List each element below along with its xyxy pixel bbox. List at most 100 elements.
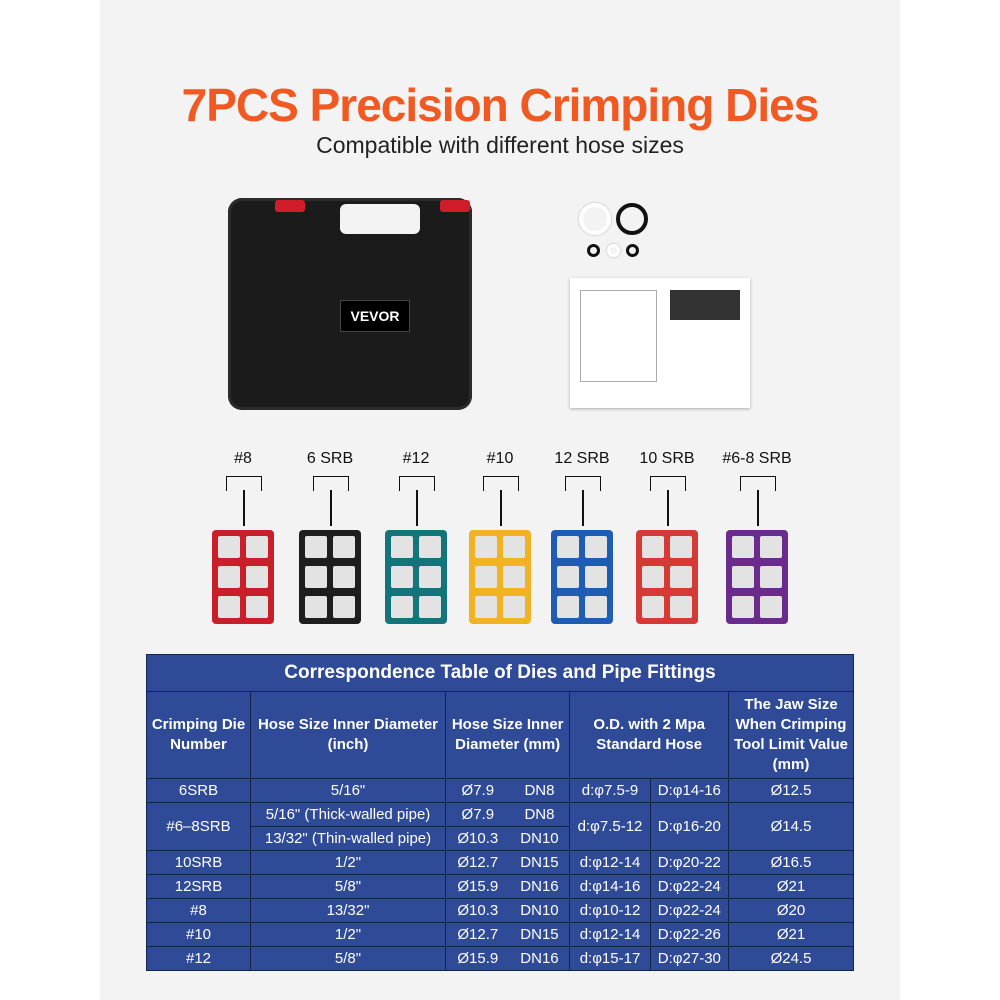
bracket-line [313,476,349,491]
o-ring-small [607,244,620,257]
cell-d: d:φ15-17 [569,946,651,971]
crimping-die [212,530,274,624]
cell-dn: DN15 [509,850,571,875]
cell-dn: DN16 [509,946,571,971]
cell-die: 12SRB [146,874,251,899]
cell-d: d:φ12-14 [569,922,651,947]
crimping-die [551,530,613,624]
bracket-line [243,490,245,526]
table-row: 10SRB 1/2" Ø12.7 DN15 d:φ12-14 D:φ20-22 Ø16.5 [146,850,854,875]
cell-die: #6–8SRB [146,802,251,851]
table-row: 13/32" (Thin-walled pipe) Ø10.3 DN10 [147,826,854,851]
die-label: 10 SRB [639,450,695,467]
cell-mm: Ø7.9 [444,802,510,827]
o-ring-black [616,203,648,235]
col-header: Crimping Die Number [146,691,251,779]
bracket-line [650,476,686,491]
bracket-line [582,490,584,526]
crimping-die [726,530,788,624]
case-handle [340,204,420,234]
cell-inch: 1/2" [250,850,446,875]
bracket-line [667,490,669,526]
table-row: #8 13/32" Ø10.3 DN10 d:φ10-12 D:φ22-24 Ø20 [146,898,854,923]
cell-jaw: Ø21 [728,922,854,947]
o-ring-white [579,203,611,235]
cell-inch: 1/2" [250,922,446,947]
cell-dn: DN15 [509,922,571,947]
case-latch [440,200,470,212]
die-label: #6-8 SRB [722,450,792,467]
cell-D: D:φ22-26 [649,922,730,947]
crimping-die [636,530,698,624]
cell-inch: 5/16" (Thick-walled pipe) [250,802,446,827]
cell-D: D:φ22-24 [649,874,730,899]
crimping-die [469,530,531,624]
correspondence-table: Correspondence Table of Dies and Pipe Fi… [146,654,854,971]
die-label: #8 [234,450,252,467]
cell-d: d:φ7.5-12 [569,802,651,851]
col-header: O.D. with 2 Mpa Standard Hose [569,691,729,779]
cell-die: #8 [146,898,251,923]
cell-inch: 5/16" [250,778,446,803]
cell-inch: 13/32" [250,898,446,923]
cell-mm2: Ø10.3 [444,826,510,851]
cell-dn: DN16 [509,874,571,899]
cell-dn: DN8 [509,802,571,827]
table-row: #12 5/8" Ø15.9 DN16 d:φ15-17 D:φ27-30 Ø24.5 [146,946,854,971]
cell-mm: Ø10.3 [444,898,510,923]
cell-d: d:φ12-14 [569,850,651,875]
bracket-line [483,476,519,491]
col-header: The Jaw Size When Crimping Tool Limit Va… [728,691,854,779]
user-manual-image [570,278,750,408]
die-label: #12 [402,450,430,467]
cell-mm: Ø12.7 [444,922,510,947]
page-title: 7PCS Precision Crimping Dies [181,79,820,131]
table-row: 12SRB 5/8" Ø15.9 DN16 d:φ14-16 D:φ22-24 Ø21 [146,874,854,899]
cell-d: d:φ10-12 [569,898,651,923]
cell-D: D:φ16-20 [649,802,730,851]
cell-jaw: Ø12.5 [728,778,854,803]
cell-inch: 5/8" [250,946,446,971]
table-title: Correspondence Table of Dies and Pipe Fi… [146,654,854,692]
cell-jaw: Ø16.5 [728,850,854,875]
cell-die: 6SRB [146,778,251,803]
col-header: Hose Size Inner Diameter (inch) [250,691,446,779]
cell-D: D:φ22-24 [649,898,730,923]
bracket-line [399,476,435,491]
die-label: 12 SRB [554,450,610,467]
table-row: #10 1/2" Ø12.7 DN15 d:φ12-14 D:φ22-26 Ø21 [146,922,854,947]
case-latch [275,200,305,212]
cell-inch: 5/8" [250,874,446,899]
bracket-line [330,490,332,526]
crimping-die [385,530,447,624]
table-row: #6–8SRB 5/16" (Thick-walled pipe) Ø7.9 DN8 d… [146,802,854,851]
cell-die: #10 [146,922,251,947]
page-subtitle: Compatible with different hose sizes [316,132,684,158]
bracket-line [740,476,776,491]
o-ring-small [587,244,600,257]
o-ring-small [626,244,639,257]
cell-jaw: Ø24.5 [728,946,854,971]
cell-dn2: DN10 [509,826,571,851]
cell-inch2: 13/32" (Thin-walled pipe) [250,826,446,851]
cell-d: d:φ7.5-9 [569,778,651,803]
brand-logo: VEVOR [340,300,410,332]
cell-d: d:φ14-16 [569,874,651,899]
cell-dn: DN10 [509,898,571,923]
cell-mm: Ø15.9 [444,874,510,899]
bracket-line [416,490,418,526]
cell-dn: DN8 [509,778,571,803]
die-label: 6 SRB [306,450,354,467]
col-header: Hose Size Inner Diameter (mm) [444,691,571,779]
cell-D: D:φ14-16 [649,778,730,803]
cell-mm: Ø7.9 [444,778,510,803]
crimping-die [299,530,361,624]
bracket-line [500,490,502,526]
table-row: 6SRB 5/16" Ø7.9 DN8 d:φ7.5-9 D:φ14-16 Ø12.5 [146,778,854,803]
bracket-line [565,476,601,491]
cell-jaw: Ø14.5 [728,802,854,851]
cell-jaw: Ø21 [728,874,854,899]
cell-D: D:φ27-30 [649,946,730,971]
cell-D: D:φ20-22 [649,850,730,875]
cell-mm: Ø15.9 [444,946,510,971]
